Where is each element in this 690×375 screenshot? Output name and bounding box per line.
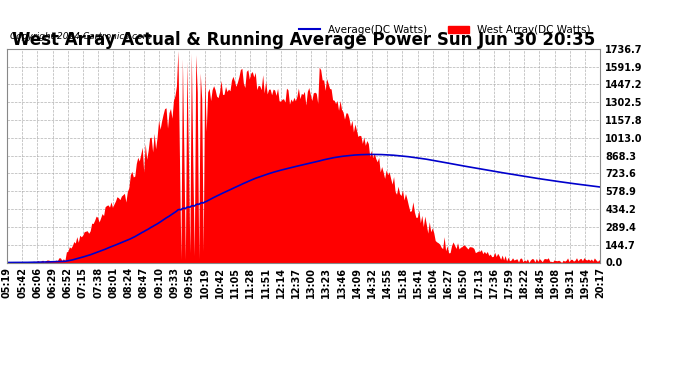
- Title: West Array Actual & Running Average Power Sun Jun 30 20:35: West Array Actual & Running Average Powe…: [12, 31, 595, 49]
- Legend: Average(DC Watts), West Array(DC Watts): Average(DC Watts), West Array(DC Watts): [295, 21, 595, 39]
- Text: Copyright 2024 Cartronics.com: Copyright 2024 Cartronics.com: [10, 32, 152, 41]
